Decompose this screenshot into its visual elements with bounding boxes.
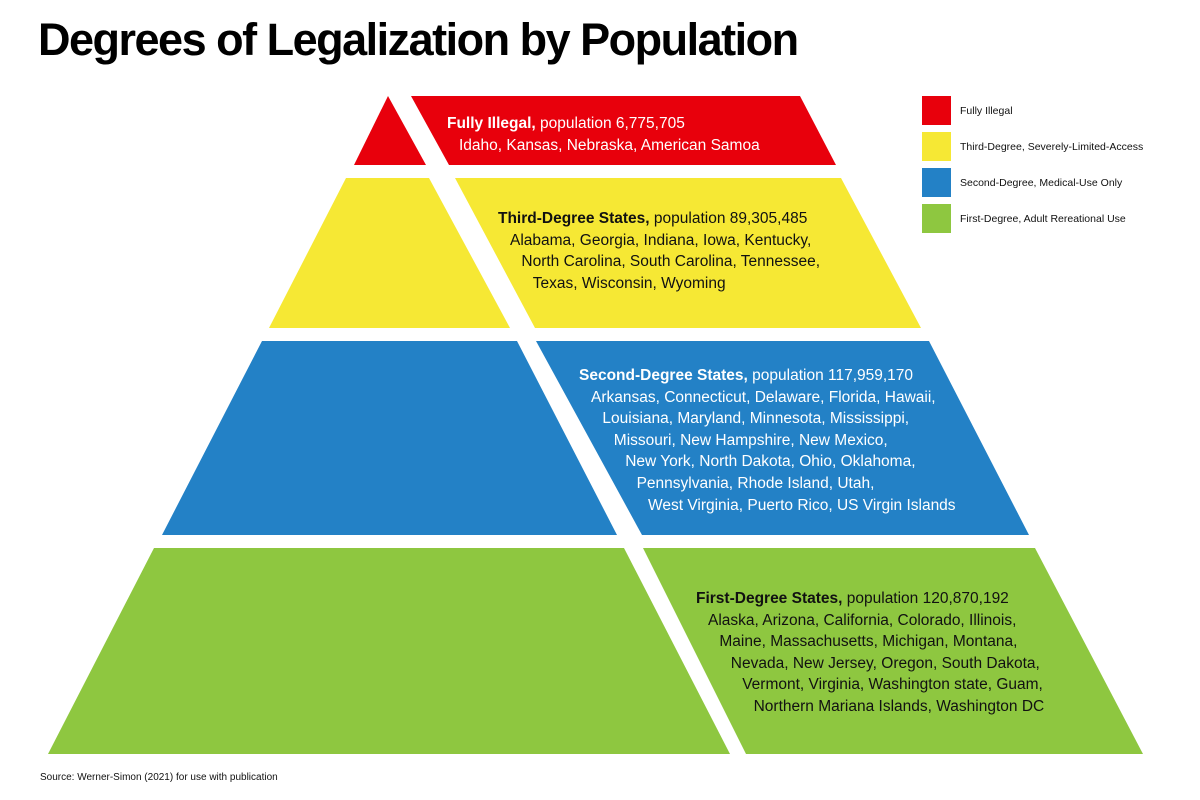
tier-third-degree-text: Third-Degree States, population 89,305,4… [498,208,820,294]
tier-states-line: Alabama, Georgia, Indiana, Iowa, Kentuck… [510,231,812,249]
tier-states-line: North Carolina, South Carolina, Tennesse… [521,253,821,271]
tier-second-degree-text: Second-Degree States, population 117,959… [579,365,956,516]
tier-first-degree-right-piece [643,548,1143,754]
tier-fully-illegal-right-piece [411,96,836,165]
tier-states-line: Texas, Wisconsin, Wyoming [532,274,726,292]
tier-states-line: Idaho, Kansas, Nebraska, American Samoa [459,136,760,154]
source-note: Source: Werner-Simon (2021) for use with… [40,772,278,783]
tier-second-degree-left-piece [162,341,617,535]
tier-third-degree-right-piece [455,178,921,328]
tier-second-degree-right-piece [536,341,1029,535]
legend-item: First-Degree, Adult Rereational Use [922,204,1143,233]
tier-states-line: West Virginia, Puerto Rico, US Virgin Is… [648,496,956,514]
tier-population: population 120,870,192 [846,590,1009,607]
tier-heading: First-Degree States, [696,590,843,607]
tier-states-line: Louisiana, Maryland, Minnesota, Mississi… [602,410,910,428]
legend-swatch [922,132,951,161]
tier-states-line: Missouri, New Hampshire, New Mexico, [613,431,888,449]
legend-label: Third-Degree, Severely-Limited-Access [960,140,1144,153]
tier-states-line: Alaska, Arizona, California, Colorado, I… [708,611,1017,629]
tier-fully-illegal-text: Fully Illegal, population 6,775,705 Idah… [447,113,760,156]
tier-states-line: Nevada, New Jersey, Oregon, South Dakota… [730,654,1040,672]
tier-population: population 117,959,170 [752,367,914,384]
tier-fully-illegal-left-piece [354,96,426,165]
legend-swatch [922,204,951,233]
tier-states-line: Vermont, Virginia, Washington state, Gua… [742,676,1043,694]
legend-item: Second-Degree, Medical-Use Only [922,168,1143,197]
legend-swatch [922,168,951,197]
tier-first-degree-text: First-Degree States, population 120,870,… [696,588,1044,718]
tier-population: population 6,775,705 [540,115,685,132]
legend-label: Fully Illegal [960,104,1013,117]
tier-heading-line: First-Degree States, population 120,870,… [696,588,1044,610]
legend-item: Third-Degree, Severely-Limited-Access [922,132,1143,161]
legend: Fully Illegal Third-Degree, Severely-Limi… [922,96,1143,240]
tier-heading-line: Fully Illegal, population 6,775,705 [447,113,760,135]
tier-states-line: New York, North Dakota, Ohio, Oklahoma, [625,453,916,471]
legend-swatch [922,96,951,125]
page-title: Degrees of Legalization by Population [38,14,799,65]
legend-label: Second-Degree, Medical-Use Only [960,176,1123,189]
tier-heading: Fully Illegal, [447,115,536,132]
tier-first-degree-left-piece [48,548,730,754]
tier-heading: Second-Degree States, [579,367,748,384]
tier-heading: Third-Degree States, [498,210,650,227]
tier-states-line: Northern Mariana Islands, Washington DC [753,697,1045,715]
tier-heading-line: Second-Degree States, population 117,959… [579,365,956,387]
tier-heading-line: Third-Degree States, population 89,305,4… [498,208,820,230]
tier-states-line: Maine, Massachusetts, Michigan, Montana, [719,633,1018,651]
tier-states-line: Arkansas, Connecticut, Delaware, Florida… [591,388,936,406]
legend-label: First-Degree, Adult Rereational Use [960,212,1126,225]
tier-states-line: Pennsylvania, Rhode Island, Utah, [636,474,875,492]
tier-population: population 89,305,485 [653,210,808,227]
legend-item: Fully Illegal [922,96,1143,125]
tier-third-degree-left-piece [269,178,510,328]
